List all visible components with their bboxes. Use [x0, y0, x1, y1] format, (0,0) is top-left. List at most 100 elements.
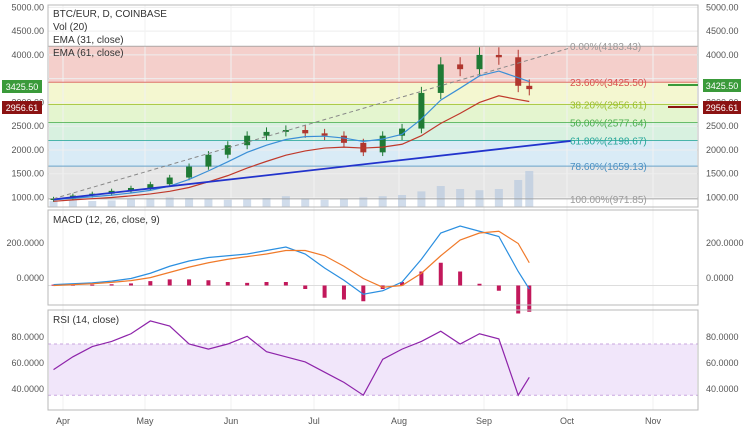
macd-tick-left-0: 0.0000: [16, 273, 44, 283]
candle-body: [263, 131, 270, 136]
candles: [50, 47, 533, 202]
macd-hist-bar: [477, 283, 482, 286]
macd-hist-bar: [245, 282, 250, 286]
fibonacci-lines: [48, 45, 698, 200]
macd-hist-bar: [283, 282, 288, 286]
macd-hist-bar: [303, 285, 308, 289]
candle-body: [282, 130, 289, 132]
macd-histogram: [48, 262, 698, 314]
volume-bar: [107, 200, 116, 207]
macd-hist-bar: [187, 279, 192, 286]
volume-bar: [301, 198, 310, 207]
volume-bar: [525, 171, 534, 207]
rsi-tick-right-60: 60.0000: [706, 358, 739, 368]
fib-label-78-6: 78.60%(1659.13): [570, 162, 647, 173]
volume-bar: [320, 199, 329, 207]
macd-hist-bar: [90, 284, 95, 286]
volume-bar: [359, 197, 368, 207]
legend: BTC/EUR, D, COINBASE Vol (20) EMA (31, c…: [53, 9, 167, 59]
candle-body: [224, 145, 231, 155]
macd-hist-bar: [341, 285, 346, 300]
macd-hist-bar: [148, 281, 153, 286]
fib-zone: [49, 140, 697, 167]
candle-body: [147, 184, 154, 188]
volume-bar: [165, 197, 174, 207]
rsi-tick-left-80: 80.0000: [11, 332, 44, 342]
macd-hist-bar: [167, 279, 172, 286]
fib-zone: [49, 122, 697, 141]
indicator-lines: [53, 47, 571, 202]
candle-body: [186, 166, 193, 178]
candle-body: [244, 135, 251, 146]
volume-bar: [262, 198, 271, 207]
macd-hist-bar: [438, 262, 443, 286]
macd-hist-bar: [516, 285, 521, 314]
price-tick-left: 1000.00: [11, 192, 44, 202]
fib-label-38-2: 38.20%(2956.61): [570, 100, 647, 111]
candle-body: [457, 64, 464, 70]
ema61-line: [53, 95, 530, 202]
fib-label-23-6: 23.60%(3425.50): [570, 78, 647, 89]
price-tick-left: 4500.00: [11, 26, 44, 36]
fibonacci-labels: 0.00%(4183.43) 23.60%(3425.50) 38.20%(29…: [570, 42, 647, 206]
volume-bar: [339, 198, 348, 207]
right-badge-green-text: 3425.50: [706, 81, 739, 91]
volume-bar: [126, 199, 135, 207]
candle-body: [399, 128, 406, 136]
month-label: Aug: [391, 416, 407, 426]
price-tick-left: 4000.00: [11, 50, 44, 60]
volume-bar: [494, 189, 503, 207]
volume-bar: [146, 198, 155, 207]
month-label: Oct: [560, 416, 575, 426]
fib-label-61-8: 61.80%(2198.67): [570, 137, 647, 148]
price-tick-left: 5000.00: [11, 2, 44, 12]
price-tick-right: 5000.00: [706, 2, 739, 12]
price-tick-left: 2500.00: [11, 121, 44, 131]
macd-hist-bar: [225, 282, 230, 286]
legend-ema31[interactable]: EMA (31, close): [53, 35, 124, 46]
ema31-line: [53, 70, 530, 201]
macd-hist-bar: [496, 285, 501, 291]
legend-vol[interactable]: Vol (20): [53, 22, 87, 33]
rsi-line-group: [53, 320, 530, 397]
volume-bar: [378, 196, 387, 207]
fib-zone: [49, 82, 697, 105]
candle-body: [418, 92, 425, 129]
candle-body: [526, 85, 533, 90]
left-badge-green: [2, 80, 42, 93]
price-tick-left: 1500.00: [11, 169, 44, 179]
price-badges: 3425.50 2956.61 3425.50 2956.61: [2, 79, 741, 114]
rsi-tick-right-80: 80.0000: [706, 332, 739, 342]
volume-bar: [436, 186, 445, 207]
macd-hist-bar: [361, 285, 366, 302]
price-tick-right: 1000.00: [706, 192, 739, 202]
candle-body: [495, 54, 502, 58]
macd-tick-right-200: 200.0000: [706, 238, 744, 248]
candle-body: [166, 177, 173, 185]
macd-title[interactable]: MACD (12, 26, close, 9): [53, 215, 160, 226]
fibonacci-zones: [49, 46, 697, 199]
macd-hist-bar: [128, 283, 133, 286]
volume-bars: [49, 171, 534, 207]
price-tick-right: 1500.00: [706, 169, 739, 179]
rsi-band: [48, 343, 698, 396]
candle-body: [379, 135, 386, 153]
volume-bar: [243, 199, 252, 207]
rsi-title[interactable]: RSI (14, close): [53, 315, 119, 326]
candle-body: [515, 57, 522, 86]
volume-bar: [204, 198, 213, 207]
macd-hist-bar: [400, 282, 405, 286]
legend-ema61[interactable]: EMA (61, close): [53, 48, 124, 59]
macd-hist-bar: [109, 284, 114, 286]
month-label: May: [136, 416, 154, 426]
volume-bar: [456, 189, 465, 207]
rsi-band-fill: [49, 344, 697, 396]
candle-body: [340, 135, 347, 143]
fib-zone: [49, 46, 697, 83]
right-badge-green: [703, 79, 741, 92]
price-tick-right: 4500.00: [706, 26, 739, 36]
right-badge-red: [703, 101, 741, 114]
month-label: Jun: [224, 416, 239, 426]
macd-tick-left-200: 200.0000: [6, 238, 44, 248]
